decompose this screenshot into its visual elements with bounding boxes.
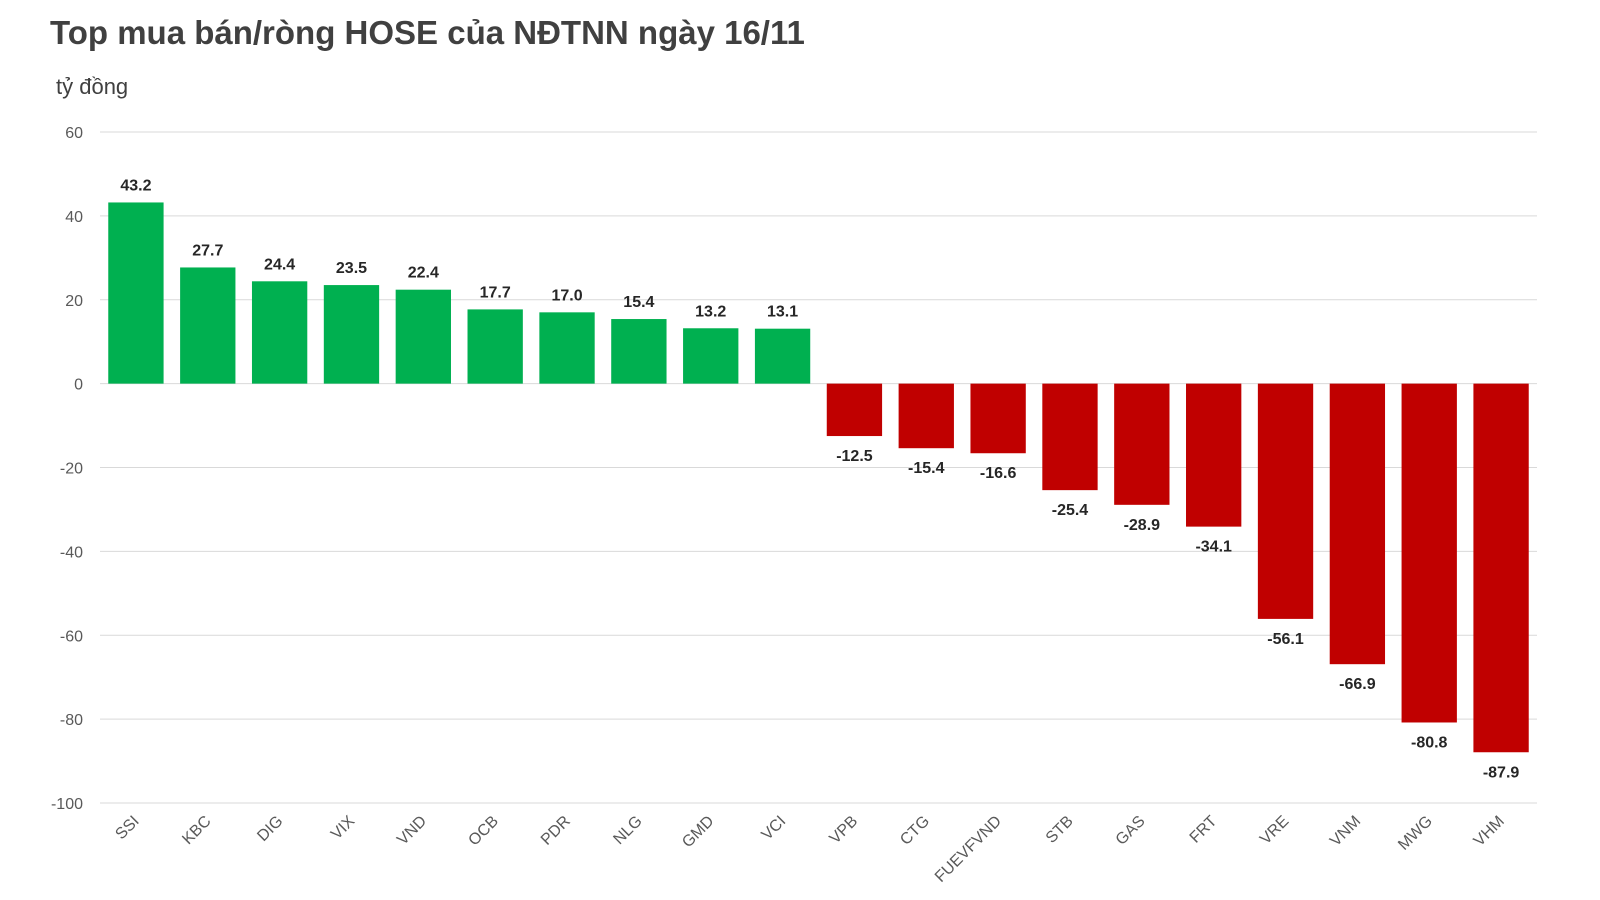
y-tick-label: 40 [65,209,83,226]
bar-gmd [683,328,739,384]
data-label: -15.4 [908,460,945,477]
x-category-label: VCI [759,813,790,844]
bar-vnm [1329,383,1386,665]
data-label: 24.4 [264,256,295,273]
y-tick-label: 20 [65,293,83,310]
bar-fuevfvnd [970,383,1026,454]
y-tick-label: -80 [60,712,83,729]
bar-dig [251,281,308,384]
data-label: -25.4 [1052,502,1089,519]
x-category-label: GMD [679,813,717,851]
bar-pdr [539,312,595,384]
data-label: -87.9 [1483,764,1520,781]
data-label: 22.4 [408,265,439,282]
bar-frt [1186,383,1242,527]
bar-ctg [898,383,954,449]
y-tick-label: -20 [60,461,83,478]
data-label: 15.4 [623,294,654,311]
y-tick-label: -40 [60,544,83,561]
bar-mwg [1401,383,1457,723]
y-axis-unit-label: tỷ đồng [56,74,129,99]
x-category-label: VNM [1327,813,1364,850]
data-label: -28.9 [1124,517,1161,534]
x-category-label: STB [1043,813,1077,847]
x-category-label: GAS [1113,813,1149,849]
x-category-label: FUEVFVND [932,813,1005,886]
chart-title: Top mua bán/ròng HOSE của NĐTNN ngày 16/… [50,14,805,51]
x-category-label: DIG [254,813,286,845]
x-category-label: CTG [897,813,933,849]
bar-nlg [611,319,667,384]
data-label: 13.2 [695,303,726,320]
x-category-label: VND [394,813,430,849]
data-label: 27.7 [192,242,223,259]
data-label: 17.0 [551,287,582,304]
bar-vhm [1473,383,1529,753]
data-label: -12.5 [836,448,873,465]
bar-stb [1042,383,1098,491]
data-label: -80.8 [1411,734,1448,751]
x-category-label: NLG [610,813,645,848]
x-category-label: KBC [179,813,214,848]
bar-vci [754,328,811,384]
data-label: -16.6 [980,465,1017,482]
x-category-label: FRT [1187,813,1221,847]
y-tick-label: 60 [65,125,83,142]
data-label: -66.9 [1339,676,1376,693]
data-label: 13.1 [767,304,798,321]
data-label: -56.1 [1267,631,1304,648]
data-label: 17.7 [480,284,511,301]
x-category-label: VIX [328,813,358,843]
x-category-label: PDR [538,813,574,849]
bar-ocb [467,309,523,384]
y-tick-label: -60 [60,628,83,645]
bar-vnd [395,289,451,384]
data-label: -34.1 [1195,539,1232,556]
y-tick-label: 0 [74,377,83,394]
data-label: 43.2 [120,177,151,194]
x-category-label: VRE [1257,813,1292,848]
bar-vpb [826,383,883,437]
data-label: 23.5 [336,260,367,277]
bar-gas [1114,383,1170,505]
x-category-label: VHM [1471,813,1508,850]
bar-ssi [108,202,164,384]
bar-kbc [180,267,236,384]
x-category-label: SSI [112,813,142,843]
x-category-label: VPB [827,813,862,848]
bar-vre [1257,383,1314,619]
y-tick-label: -100 [51,796,83,813]
x-category-label: MWG [1395,813,1436,854]
bar-vix [323,285,380,384]
x-category-label: OCB [465,813,502,850]
